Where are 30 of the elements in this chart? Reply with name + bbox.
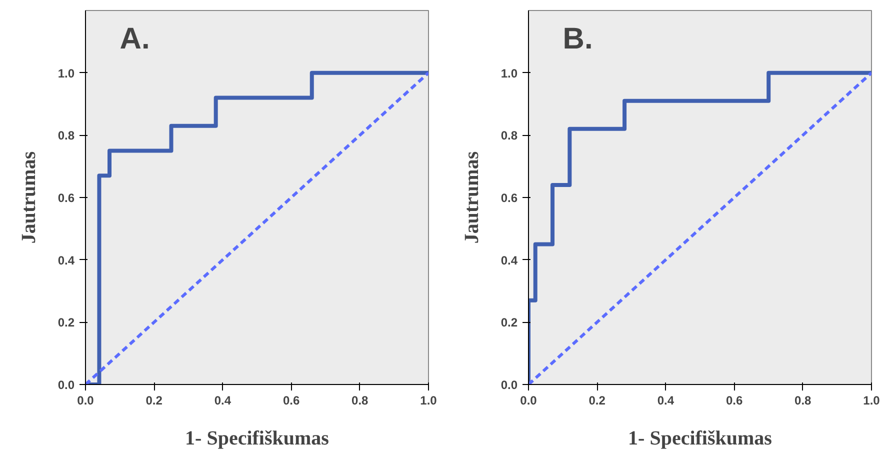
annotation: B.: [562, 22, 593, 56]
x-tick-label: 0.0: [77, 394, 94, 408]
y-tick-label: 0.0: [58, 378, 75, 392]
x-tick-label: 0.8: [794, 394, 812, 408]
x-tick-label: 1.0: [420, 394, 438, 408]
y-tick-label: 0.2: [58, 316, 75, 330]
y-tick-label: 0.6: [58, 191, 75, 205]
x-tick-label: 0.4: [657, 394, 674, 408]
y-tick-label: 0.6: [500, 191, 518, 205]
y-axis-title: Jautrumas: [18, 151, 40, 244]
y-tick-label: 0.2: [500, 316, 518, 330]
y-tick-label: 0.8: [58, 128, 75, 143]
y-tick-label: 0.4: [58, 253, 75, 268]
x-tick-label: 0.2: [146, 394, 163, 408]
y-tick-label: 0.8: [500, 128, 518, 143]
annotation: A.: [120, 22, 150, 56]
y-tick-label: 0.0: [500, 378, 518, 392]
y-axis-title: Jautrumas: [460, 151, 483, 244]
x-tick-label: 0.0: [520, 394, 538, 408]
y-tick-label: 1.0: [500, 66, 518, 80]
x-tick-label: 0.6: [726, 394, 743, 408]
x-axis-title: 1- Specifiškumas: [628, 428, 772, 450]
y-tick-label: 1.0: [58, 66, 75, 80]
x-tick-label: 0.4: [214, 394, 232, 408]
y-tick-label: 0.4: [500, 253, 518, 268]
x-tick-label: 0.6: [282, 394, 300, 408]
x-tick-label: 0.2: [588, 394, 606, 408]
x-axis-title: 1- Specifiškumas: [185, 428, 330, 450]
x-tick-label: 0.8: [352, 394, 369, 408]
x-tick-label: 1.0: [863, 394, 880, 408]
